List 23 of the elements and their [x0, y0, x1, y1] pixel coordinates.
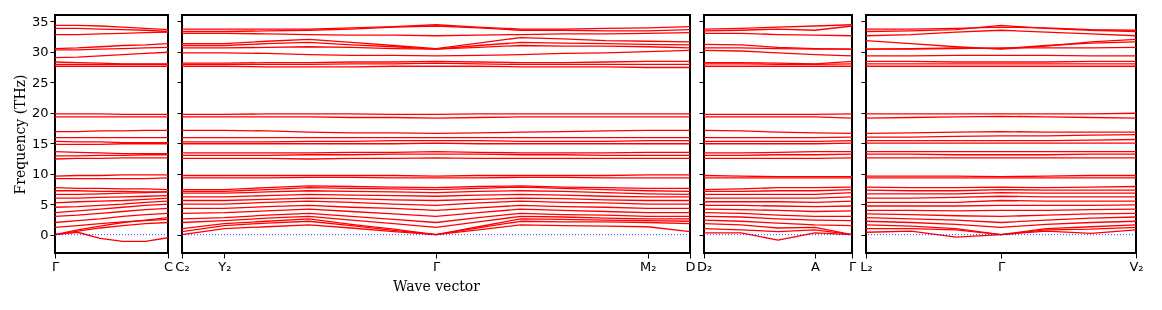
y-tick-label: 10	[31, 166, 49, 182]
x-tick-label: C₂	[175, 258, 190, 274]
x-tick-label: Y₂	[217, 258, 232, 274]
y-tick-label: 5	[40, 196, 49, 212]
x-tick-label: A	[811, 258, 821, 274]
y-tick-label: 30	[31, 44, 49, 60]
y-axis-title: Frequency (THz)	[11, 74, 28, 195]
y-tick-label: 15	[31, 135, 49, 151]
x-tick-label: D	[685, 258, 696, 274]
x-tick-label: Γ	[997, 258, 1006, 274]
y-tick-label: 20	[31, 105, 49, 121]
x-tick-label: L₂	[860, 258, 873, 274]
x-tick-label: Γ	[432, 258, 441, 274]
x-tick-label: V₂	[1129, 258, 1144, 274]
x-tick-label: D₂	[696, 258, 713, 274]
x-tick-label: Γ	[51, 258, 60, 274]
y-tick-label: 35	[31, 13, 49, 29]
x-tick-label: M₂	[639, 258, 657, 274]
x-axis-title: Wave vector	[393, 277, 481, 294]
x-tick-label: Γ	[848, 258, 857, 274]
y-tick-label: 0	[40, 227, 49, 243]
y-tick-label: 25	[31, 74, 49, 90]
x-tick-label: C	[163, 258, 174, 274]
